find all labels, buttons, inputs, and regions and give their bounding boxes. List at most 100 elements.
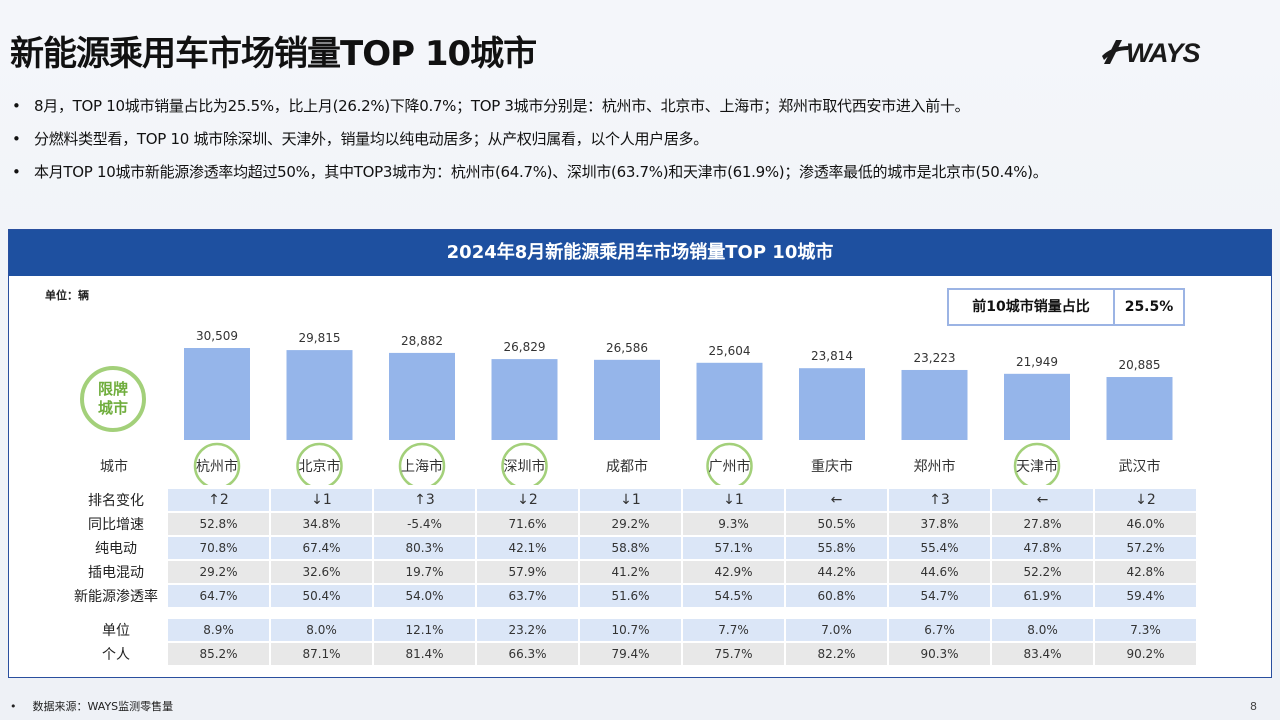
category-label: 重庆市 bbox=[811, 458, 853, 475]
page-number: 8 bbox=[1250, 700, 1257, 713]
table-cell: 52.8% bbox=[168, 511, 269, 535]
footer-bullet: • bbox=[10, 700, 17, 713]
table-cell: 27.8% bbox=[992, 511, 1093, 535]
table-cell: 58.8% bbox=[580, 535, 681, 559]
table-cell: 80.3% bbox=[374, 535, 475, 559]
table-cell: ← bbox=[786, 489, 887, 511]
restricted-city-ring bbox=[501, 442, 548, 485]
table-cell: 6.7% bbox=[889, 619, 990, 641]
bar bbox=[491, 359, 558, 440]
table-cell: 79.4% bbox=[580, 641, 681, 665]
bullet-item: 8月，TOP 10城市销量占比为25.5%，比上月(26.2%)下降0.7%；T… bbox=[10, 90, 1270, 123]
table-cell: 61.9% bbox=[992, 583, 1093, 607]
data-label: 29,815 bbox=[299, 331, 341, 345]
table-cell: 87.1% bbox=[271, 641, 372, 665]
data-source: 数据来源：WAYS监测零售量 bbox=[32, 700, 174, 713]
logo-text: WAYS bbox=[1126, 38, 1201, 68]
data-label: 28,882 bbox=[401, 334, 443, 348]
table-cell: 57.1% bbox=[683, 535, 784, 559]
category-label: 郑州市 bbox=[914, 458, 956, 475]
table-row: 纯电动 70.8% 67.4% 80.3% 42.1% 58.8% 57.1% 55.8% 55… bbox=[66, 535, 1196, 559]
footer: • 数据来源：WAYS监测零售量 bbox=[10, 698, 173, 714]
category-label: 北京市 bbox=[299, 458, 341, 475]
bar bbox=[389, 352, 455, 440]
table-cell: 42.1% bbox=[477, 535, 578, 559]
badge-line: 限牌 bbox=[97, 380, 128, 398]
restricted-city-ring bbox=[296, 442, 343, 485]
table-row: 排名变化 ↑2 ↓1 ↑3 ↓2 ↓1 ↓1 ← ↑3 ← ↓2 bbox=[66, 489, 1196, 511]
table-cell: 51.6% bbox=[580, 583, 681, 607]
table-cell: 8.9% bbox=[168, 619, 269, 641]
category-label: 天津市 bbox=[1016, 458, 1058, 475]
bar bbox=[1004, 373, 1070, 440]
table-cell: ↓1 bbox=[271, 489, 372, 511]
ways-logo: WAYS bbox=[1100, 34, 1220, 74]
share-label: 前10城市销量占比 bbox=[949, 290, 1115, 324]
bar bbox=[799, 368, 865, 440]
category-label: 杭州市 bbox=[196, 458, 238, 475]
table-cell: -5.4% bbox=[374, 511, 475, 535]
bar bbox=[1106, 377, 1173, 440]
table-cell: ← bbox=[992, 489, 1093, 511]
table-cell: 85.2% bbox=[168, 641, 269, 665]
table-cell: 34.8% bbox=[271, 511, 372, 535]
table-cell: 7.3% bbox=[1095, 619, 1196, 641]
table-cell: 42.8% bbox=[1095, 559, 1196, 583]
bar bbox=[696, 362, 763, 440]
table-cell: 44.2% bbox=[786, 559, 887, 583]
row-label: 个人 bbox=[66, 641, 166, 665]
table-cell: ↑2 bbox=[168, 489, 269, 511]
table-row: 单位 8.9% 8.0% 12.1% 23.2% 10.7% 7.7% 7.0% 6.7% 8.0… bbox=[66, 619, 1196, 641]
table-cell: 59.4% bbox=[1095, 583, 1196, 607]
chart-panel: 2024年8月新能源乘用车市场销量TOP 10城市 单位：辆 前10城市销量占比… bbox=[8, 229, 1272, 678]
bar-chart: 城市 30,509 杭州市 29,815 北京市 28,882 上海市 26,829 深圳市 26… bbox=[100, 329, 1173, 485]
table-cell: 29.2% bbox=[580, 511, 681, 535]
badge-line: 城市 bbox=[97, 399, 128, 417]
table-cell: 23.2% bbox=[477, 619, 578, 641]
table-cell: ↑3 bbox=[374, 489, 475, 511]
bar bbox=[594, 359, 660, 440]
stats-table: 排名变化 ↑2 ↓1 ↑3 ↓2 ↓1 ↓1 ← ↑3 ← ↓2 同比增速 52.8% 34.8% -5.4… bbox=[64, 489, 1198, 665]
table-cell: 81.4% bbox=[374, 641, 475, 665]
category-label: 广州市 bbox=[709, 458, 751, 475]
row-spacer bbox=[66, 607, 1196, 619]
category-label: 成都市 bbox=[606, 458, 648, 475]
table-cell: 7.7% bbox=[683, 619, 784, 641]
share-box: 前10城市销量占比 25.5% bbox=[947, 288, 1185, 326]
table-cell: 75.7% bbox=[683, 641, 784, 665]
table-cell: 60.8% bbox=[786, 583, 887, 607]
unit-label: 单位：辆 bbox=[45, 289, 89, 302]
row-label: 同比增速 bbox=[66, 511, 166, 535]
bullet-item: 分燃料类型看，TOP 10 城市除深圳、天津外，销量均以纯电动居多；从产权归属看… bbox=[10, 123, 1270, 156]
table-cell: 8.0% bbox=[271, 619, 372, 641]
table-cell: 55.8% bbox=[786, 535, 887, 559]
data-label: 23,814 bbox=[811, 349, 853, 363]
table-cell: 7.0% bbox=[786, 619, 887, 641]
table-cell: 63.7% bbox=[477, 583, 578, 607]
table-cell: 70.8% bbox=[168, 535, 269, 559]
table-cell: 67.4% bbox=[271, 535, 372, 559]
table-cell: 9.3% bbox=[683, 511, 784, 535]
table-cell: 32.6% bbox=[271, 559, 372, 583]
table-cell: 90.3% bbox=[889, 641, 990, 665]
row-label: 单位 bbox=[102, 623, 130, 639]
x-axis-label: 城市 bbox=[100, 458, 128, 475]
table-cell: ↑3 bbox=[889, 489, 990, 511]
restricted-city-ring bbox=[398, 442, 446, 485]
table-cell: 29.2% bbox=[168, 559, 269, 583]
table-cell: 55.4% bbox=[889, 535, 990, 559]
table-cell: 12.1% bbox=[374, 619, 475, 641]
table-cell: ↓2 bbox=[1095, 489, 1196, 511]
table-cell: 19.7% bbox=[374, 559, 475, 583]
table-row: 插电混动 29.2% 32.6% 19.7% 57.9% 41.2% 42.9% 44.2% 4… bbox=[66, 559, 1196, 583]
category-label: 上海市 bbox=[401, 458, 443, 475]
table-cell: 50.5% bbox=[786, 511, 887, 535]
table-cell: ↓2 bbox=[477, 489, 578, 511]
data-label: 30,509 bbox=[196, 329, 238, 343]
table-cell: 54.7% bbox=[889, 583, 990, 607]
table-cell: 44.6% bbox=[889, 559, 990, 583]
table-row bbox=[66, 607, 1196, 619]
table-row: 同比增速 52.8% 34.8% -5.4% 71.6% 29.2% 9.3% 50.5% 37… bbox=[66, 511, 1196, 535]
table-cell: 57.9% bbox=[477, 559, 578, 583]
restricted-city-ring bbox=[706, 442, 753, 485]
